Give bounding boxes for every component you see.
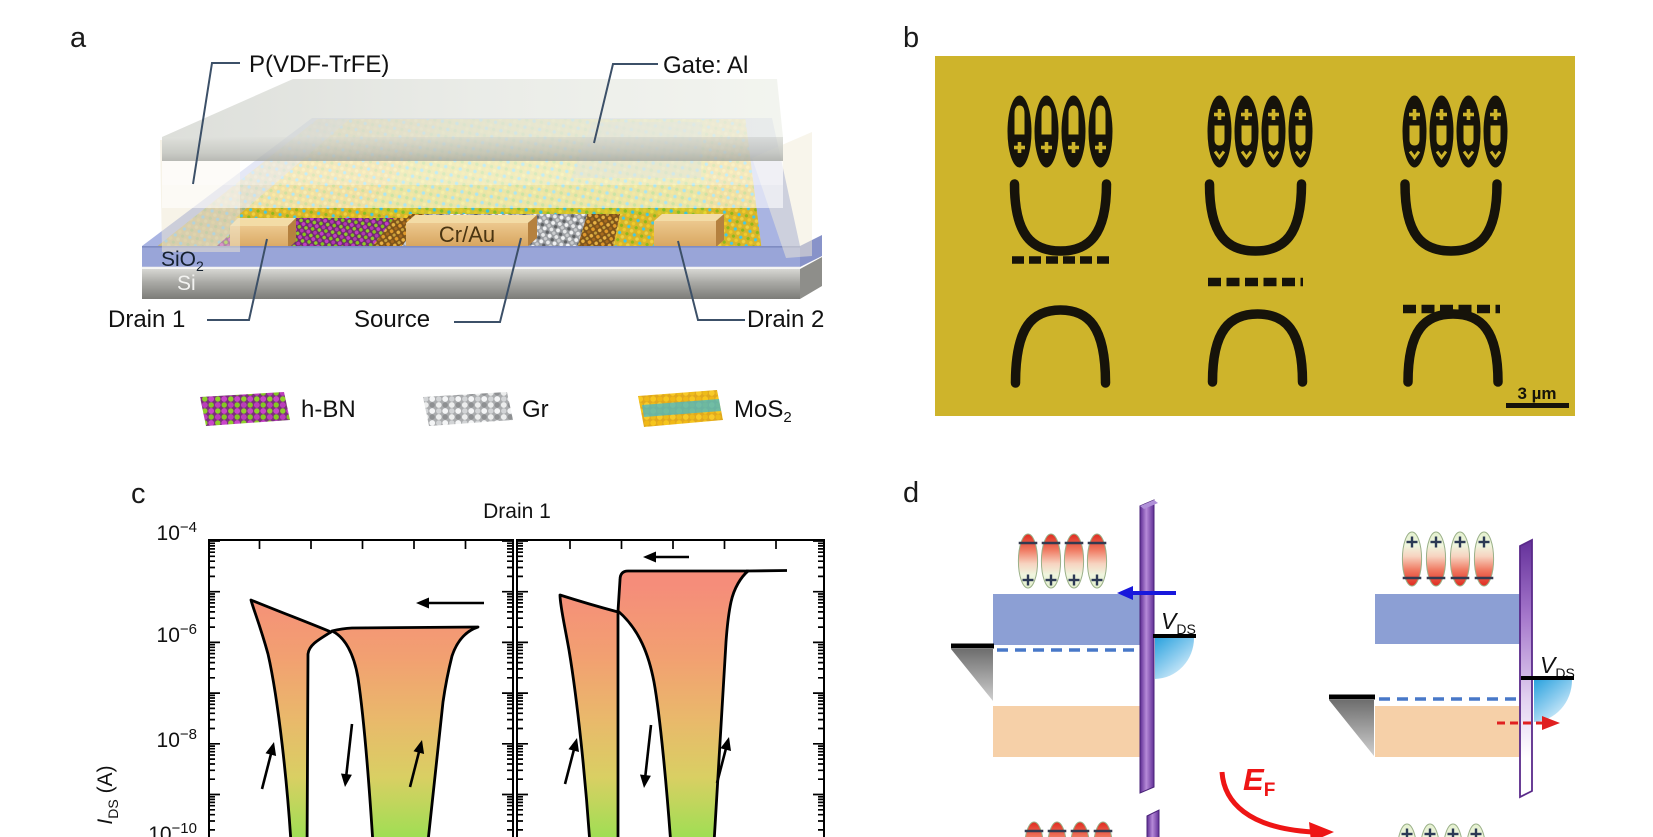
svg-text:Drain 1: Drain 1: [108, 306, 185, 333]
svg-text:Source: Source: [354, 306, 430, 333]
svg-text:a: a: [70, 22, 87, 54]
svg-text:3 µm: 3 µm: [1517, 384, 1556, 403]
svg-text:d: d: [903, 477, 919, 509]
svg-text:Drain 2: Drain 2: [747, 306, 824, 333]
svg-text:h-BN: h-BN: [301, 396, 356, 423]
svg-text:MoS2: MoS2: [734, 396, 792, 426]
svg-text:Cr/Au: Cr/Au: [439, 222, 495, 247]
svg-text:10−10: 10−10: [148, 820, 197, 837]
svg-text:Drain 1: Drain 1: [483, 500, 551, 523]
svg-text:Si: Si: [177, 272, 196, 295]
svg-text:Gate: Al: Gate: Al: [663, 52, 748, 79]
svg-text:10−4: 10−4: [157, 519, 197, 545]
svg-text:Gr: Gr: [522, 396, 549, 423]
svg-text:b: b: [903, 22, 919, 54]
svg-text:c: c: [131, 478, 146, 510]
svg-text:IDS (A): IDS (A): [94, 765, 121, 824]
svg-text:P(VDF-TrFE): P(VDF-TrFE): [249, 51, 389, 78]
